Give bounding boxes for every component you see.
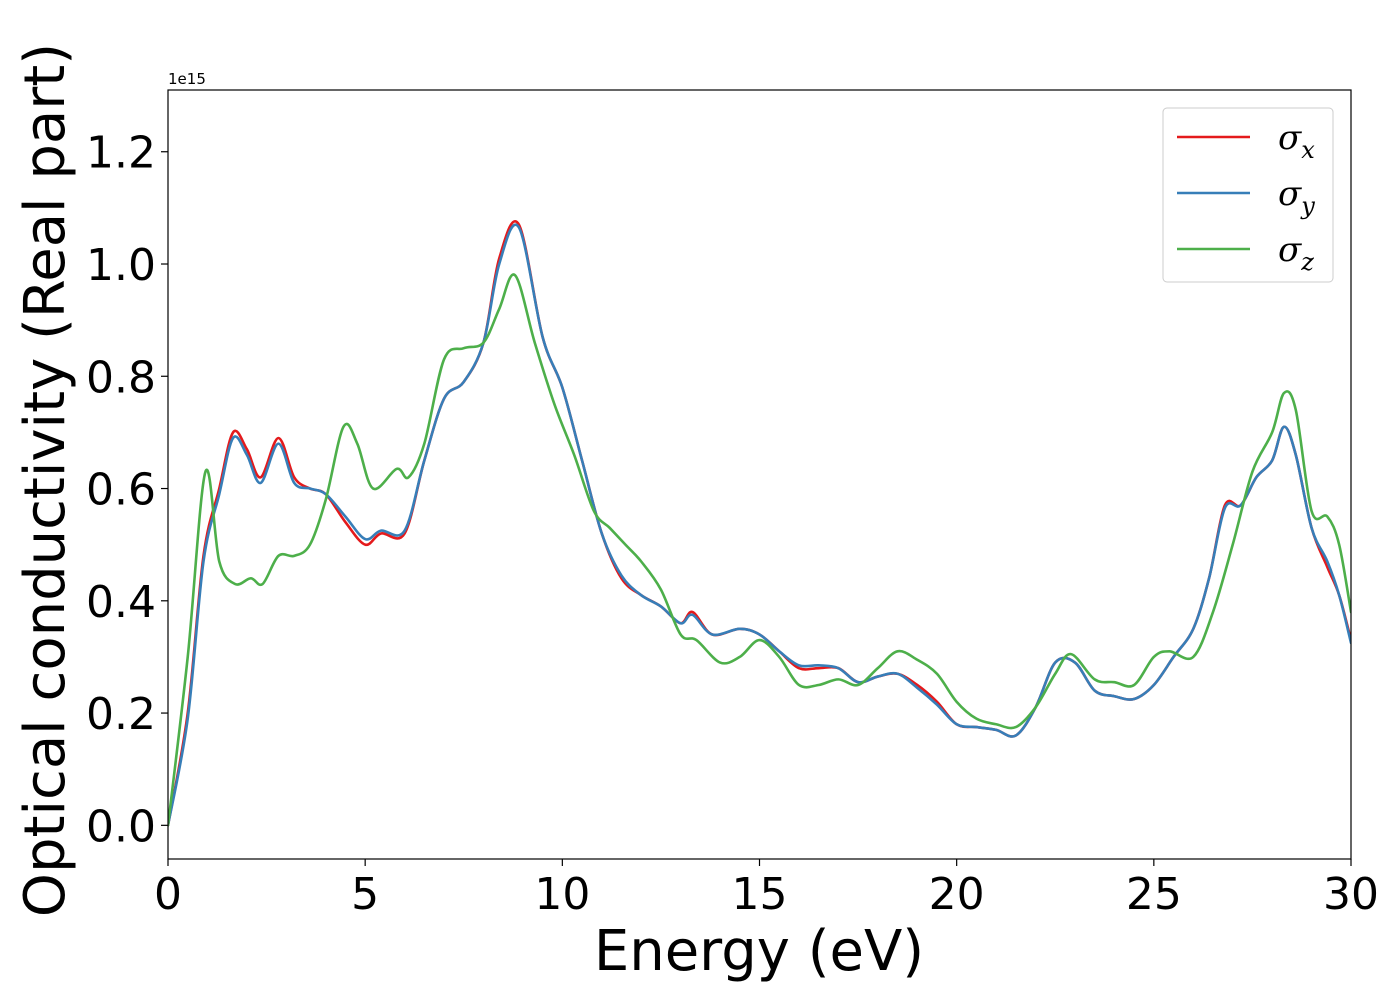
x-axis-label: Energy (eV)	[594, 919, 924, 984]
y-tick-label: 0.0	[86, 801, 156, 852]
x-tick-label: 25	[1126, 869, 1182, 920]
legend-item-z: σz	[1177, 230, 1314, 276]
y-tick-label: 1.0	[86, 240, 156, 291]
legend-frame	[1162, 107, 1334, 283]
y-axis-label: Optical conductivity (Real part)	[13, 43, 78, 917]
series-layer	[168, 220, 1351, 827]
x-tick-label: 20	[929, 869, 985, 920]
legend-label: σy	[1278, 174, 1315, 220]
y-axis: 0.0 0.2 0.4 0.6 0.8 1.0 1.2	[86, 128, 168, 852]
legend: σx σy σz	[1162, 107, 1334, 283]
x-tick-label: 15	[732, 869, 788, 920]
y-offset-label: 1e15	[168, 70, 206, 88]
legend-item-x: σx	[1177, 118, 1315, 164]
y-tick-label: 0.2	[86, 689, 156, 740]
y-tick-label: 0.8	[86, 352, 156, 403]
series-line-y	[168, 223, 1351, 827]
x-tick-label: 30	[1323, 869, 1379, 920]
x-tick-label: 10	[534, 869, 590, 920]
y-tick-label: 0.4	[86, 577, 156, 628]
legend-label: σx	[1278, 118, 1315, 164]
legend-item-y: σy	[1177, 174, 1315, 220]
y-tick-label: 1.2	[86, 128, 156, 179]
x-tick-label: 0	[154, 869, 182, 920]
legend-label: σz	[1278, 230, 1314, 276]
x-tick-label: 5	[351, 869, 379, 920]
y-tick-label: 0.6	[86, 465, 156, 516]
x-axis: 0 5 10 15 20 25 30	[154, 859, 1379, 920]
series-line-z	[168, 273, 1351, 827]
